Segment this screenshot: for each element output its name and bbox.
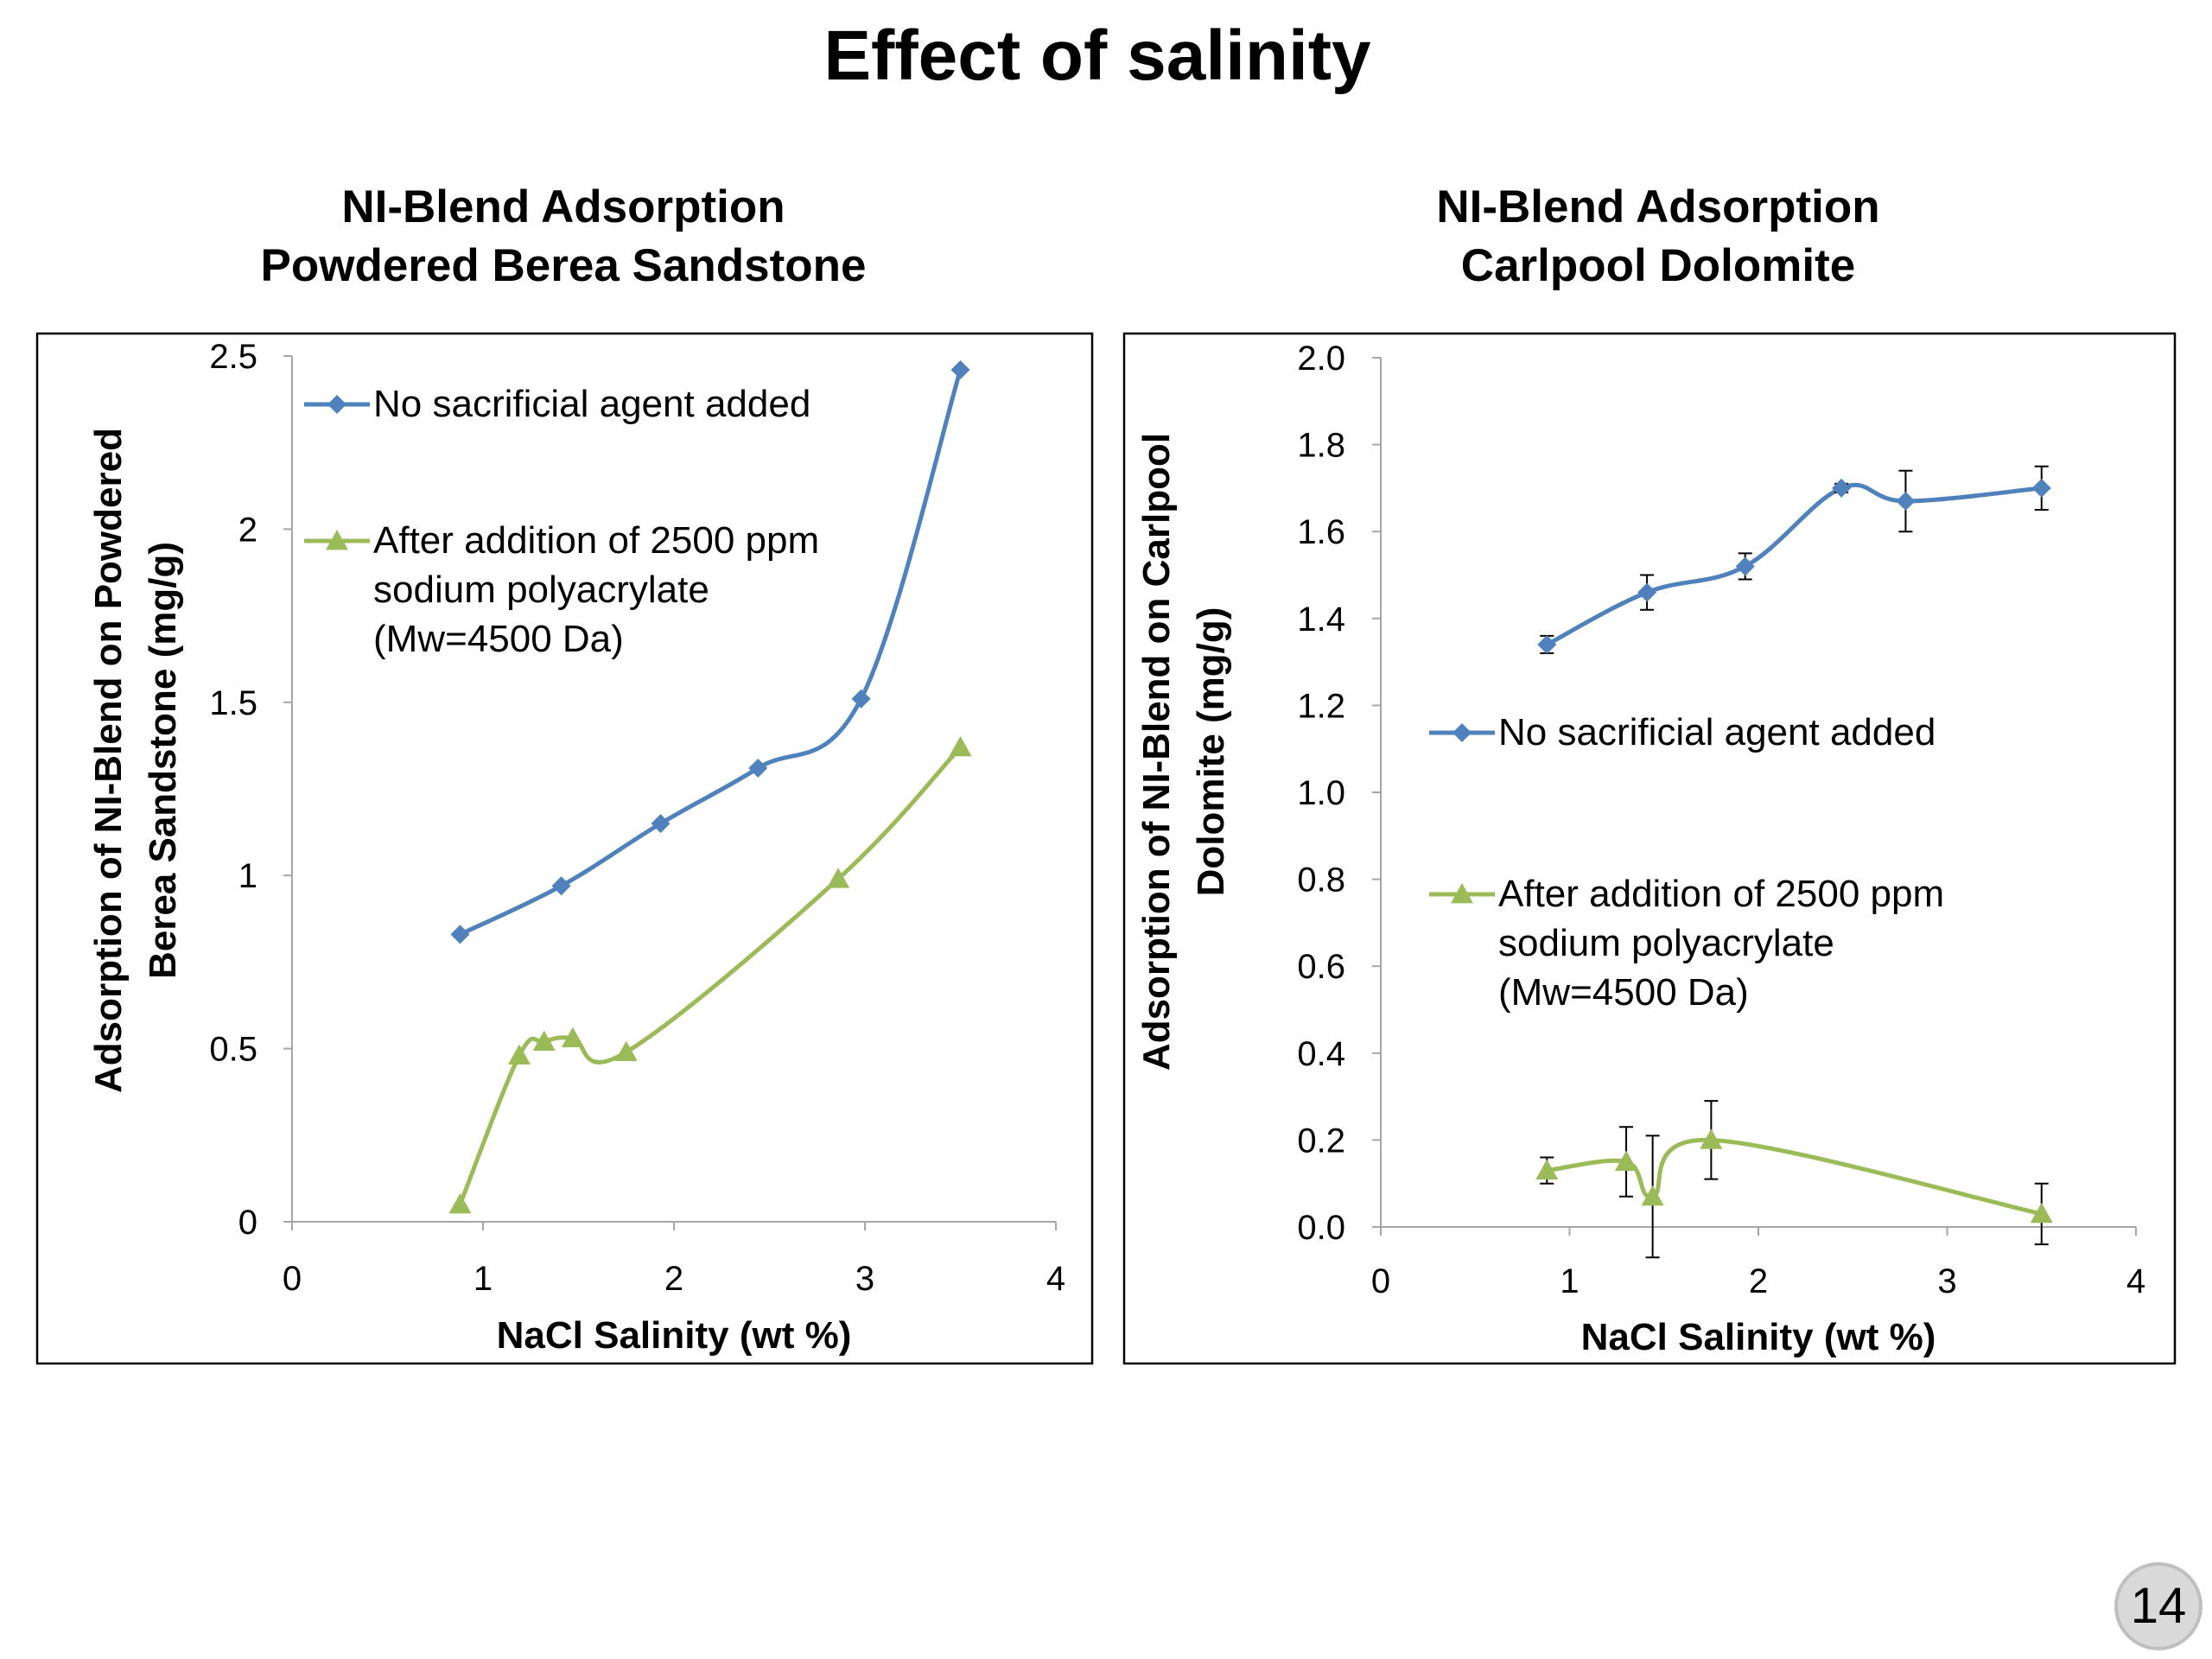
chart-title-sandstone: NI-Blend Adsorption Powdered Berea Sands…: [131, 178, 995, 296]
x-tick-label: 3: [1937, 1262, 1956, 1300]
data-point: [561, 1027, 584, 1047]
y-axis-label: Adsorption of NI-Blend on Carlpool Dolomi…: [1135, 433, 1232, 1071]
data-point: [950, 360, 970, 380]
series-no-agent: [450, 360, 970, 944]
x-tick-label: 2: [1749, 1262, 1768, 1300]
y-tick-label: 0.5: [209, 1031, 257, 1069]
y-tick-label: 0.6: [1297, 948, 1345, 986]
legend-marker: [1451, 883, 1473, 904]
data-point: [851, 689, 871, 709]
x-tick-label: 4: [2126, 1262, 2145, 1300]
data-point: [448, 1192, 472, 1214]
data-point: [651, 814, 671, 834]
y-tick-label: 1.5: [209, 684, 257, 722]
series-line: [1544, 482, 2044, 647]
legend-label: sodium polyacrylate: [373, 569, 709, 611]
y-axis-label-line: Dolomite (mg/g): [1190, 607, 1232, 897]
series-line: [457, 745, 963, 1207]
chart-1: 0 0.5 1 1.5 2 2.5 0 1 2 3 4 NaCl Salinity (wt %) Ads…: [35, 332, 1094, 1365]
data-point: [1615, 1150, 1638, 1171]
y-tick-label: 0.2: [1297, 1122, 1345, 1160]
chart-frame: [1122, 332, 2177, 1365]
legend-entry: No sacrificial agent added: [1429, 711, 1936, 753]
legend-label: (Mw=4500 Da): [1498, 971, 1749, 1014]
y-tick-label: 0.4: [1297, 1035, 1345, 1073]
legend-entry: After addition of 2500 ppm sodium polyacr…: [304, 519, 819, 660]
legend-label: No sacrificial agent added: [373, 383, 810, 425]
legend-marker: [326, 530, 348, 550]
chart-title-line: Carlpool Dolomite: [1460, 240, 1856, 291]
x-tick-label: 1: [474, 1260, 493, 1298]
x-axis-label: NaCl Salinity (wt %): [497, 1314, 852, 1357]
y-tick-label: 0: [238, 1204, 257, 1242]
data-point: [551, 876, 571, 896]
data-point: [1535, 1159, 1559, 1180]
y-tick-label: 2.5: [209, 338, 257, 376]
chart-title-line: NI-Blend Adsorption: [1436, 181, 1880, 232]
legend-entry: No sacrificial agent added: [304, 383, 810, 425]
legend-label: sodium polyacrylate: [1498, 922, 1834, 964]
legend-label: (Mw=4500 Da): [373, 618, 624, 660]
legend-label: No sacrificial agent added: [1498, 711, 1936, 753]
x-tick-label: 1: [1560, 1262, 1579, 1300]
chart-title-line: Powdered Berea Sandstone: [260, 240, 867, 291]
series-with-polyacrylate: [1535, 1100, 2053, 1259]
y-tick-label: 0.8: [1297, 861, 1345, 899]
y-axis-label-line: Adsorption of NI-Blend on Powdered: [87, 428, 130, 1093]
series-no-agent: [1537, 465, 2051, 655]
data-point: [450, 925, 470, 944]
y-tick-label: 2.0: [1297, 340, 1345, 378]
x-tick-label: 4: [1046, 1260, 1065, 1298]
chart-title-line: NI-Blend Adsorption: [341, 181, 785, 232]
y-axis-label: Adsorption of NI-Blend on Powdered Berea …: [87, 428, 184, 1093]
page-number-badge: 14: [2114, 1562, 2202, 1650]
chart-2: 0.0 0.2 0.4 0.6 0.8 1.0 1.2 1.4 1.6 1.8 2.0 0 1 2 3 4 Na…: [1122, 332, 2177, 1365]
y-tick-label: 1.4: [1297, 601, 1345, 639]
data-point: [1641, 1185, 1664, 1206]
x-axis-label: NaCl Salinity (wt %): [1581, 1316, 1936, 1358]
series-line: [1544, 1137, 2044, 1217]
chart-frame: [35, 332, 1094, 1365]
y-tick-label: 2: [238, 511, 257, 549]
legend-entry: After addition of 2500 ppm sodium polyacr…: [1429, 873, 1944, 1014]
y-tick-label: 0.0: [1297, 1209, 1345, 1247]
y-tick-label: 1.8: [1297, 427, 1345, 465]
y-tick-label: 1: [238, 857, 257, 895]
y-tick-label: 1.2: [1297, 687, 1345, 725]
legend-marker: [1452, 723, 1471, 742]
data-point: [1896, 491, 1916, 511]
data-point: [1700, 1128, 1723, 1149]
y-axis-label-line: Berea Sandstone (mg/g): [142, 542, 184, 979]
data-point: [949, 735, 972, 757]
data-point: [1537, 634, 1557, 654]
legend-label: After addition of 2500 ppm: [373, 519, 819, 562]
y-axis-label-line: Adsorption of NI-Blend on Carlpool: [1135, 433, 1178, 1071]
legend-marker: [327, 395, 346, 414]
data-point: [2030, 1202, 2053, 1224]
series-with-polyacrylate: [448, 735, 972, 1214]
x-tick-label: 0: [283, 1260, 302, 1298]
data-point: [532, 1030, 556, 1051]
data-point: [1735, 556, 1755, 576]
y-tick-label: 1.6: [1297, 513, 1345, 551]
data-point: [827, 868, 850, 888]
x-tick-label: 2: [664, 1260, 683, 1298]
data-point: [1637, 582, 1657, 602]
y-tick-label: 1.0: [1297, 774, 1345, 812]
slide-title: Effect of salinity: [823, 16, 1371, 95]
data-point: [2031, 478, 2051, 498]
data-point: [1832, 478, 1852, 498]
legend-label: After addition of 2500 ppm: [1498, 873, 1944, 915]
chart-title-dolomite: NI-Blend Adsorption Carlpool Dolomite: [1226, 178, 2090, 296]
data-point: [507, 1044, 531, 1065]
x-tick-label: 0: [1371, 1262, 1390, 1300]
data-point: [614, 1040, 638, 1062]
x-tick-label: 3: [855, 1260, 874, 1298]
data-point: [748, 758, 768, 778]
